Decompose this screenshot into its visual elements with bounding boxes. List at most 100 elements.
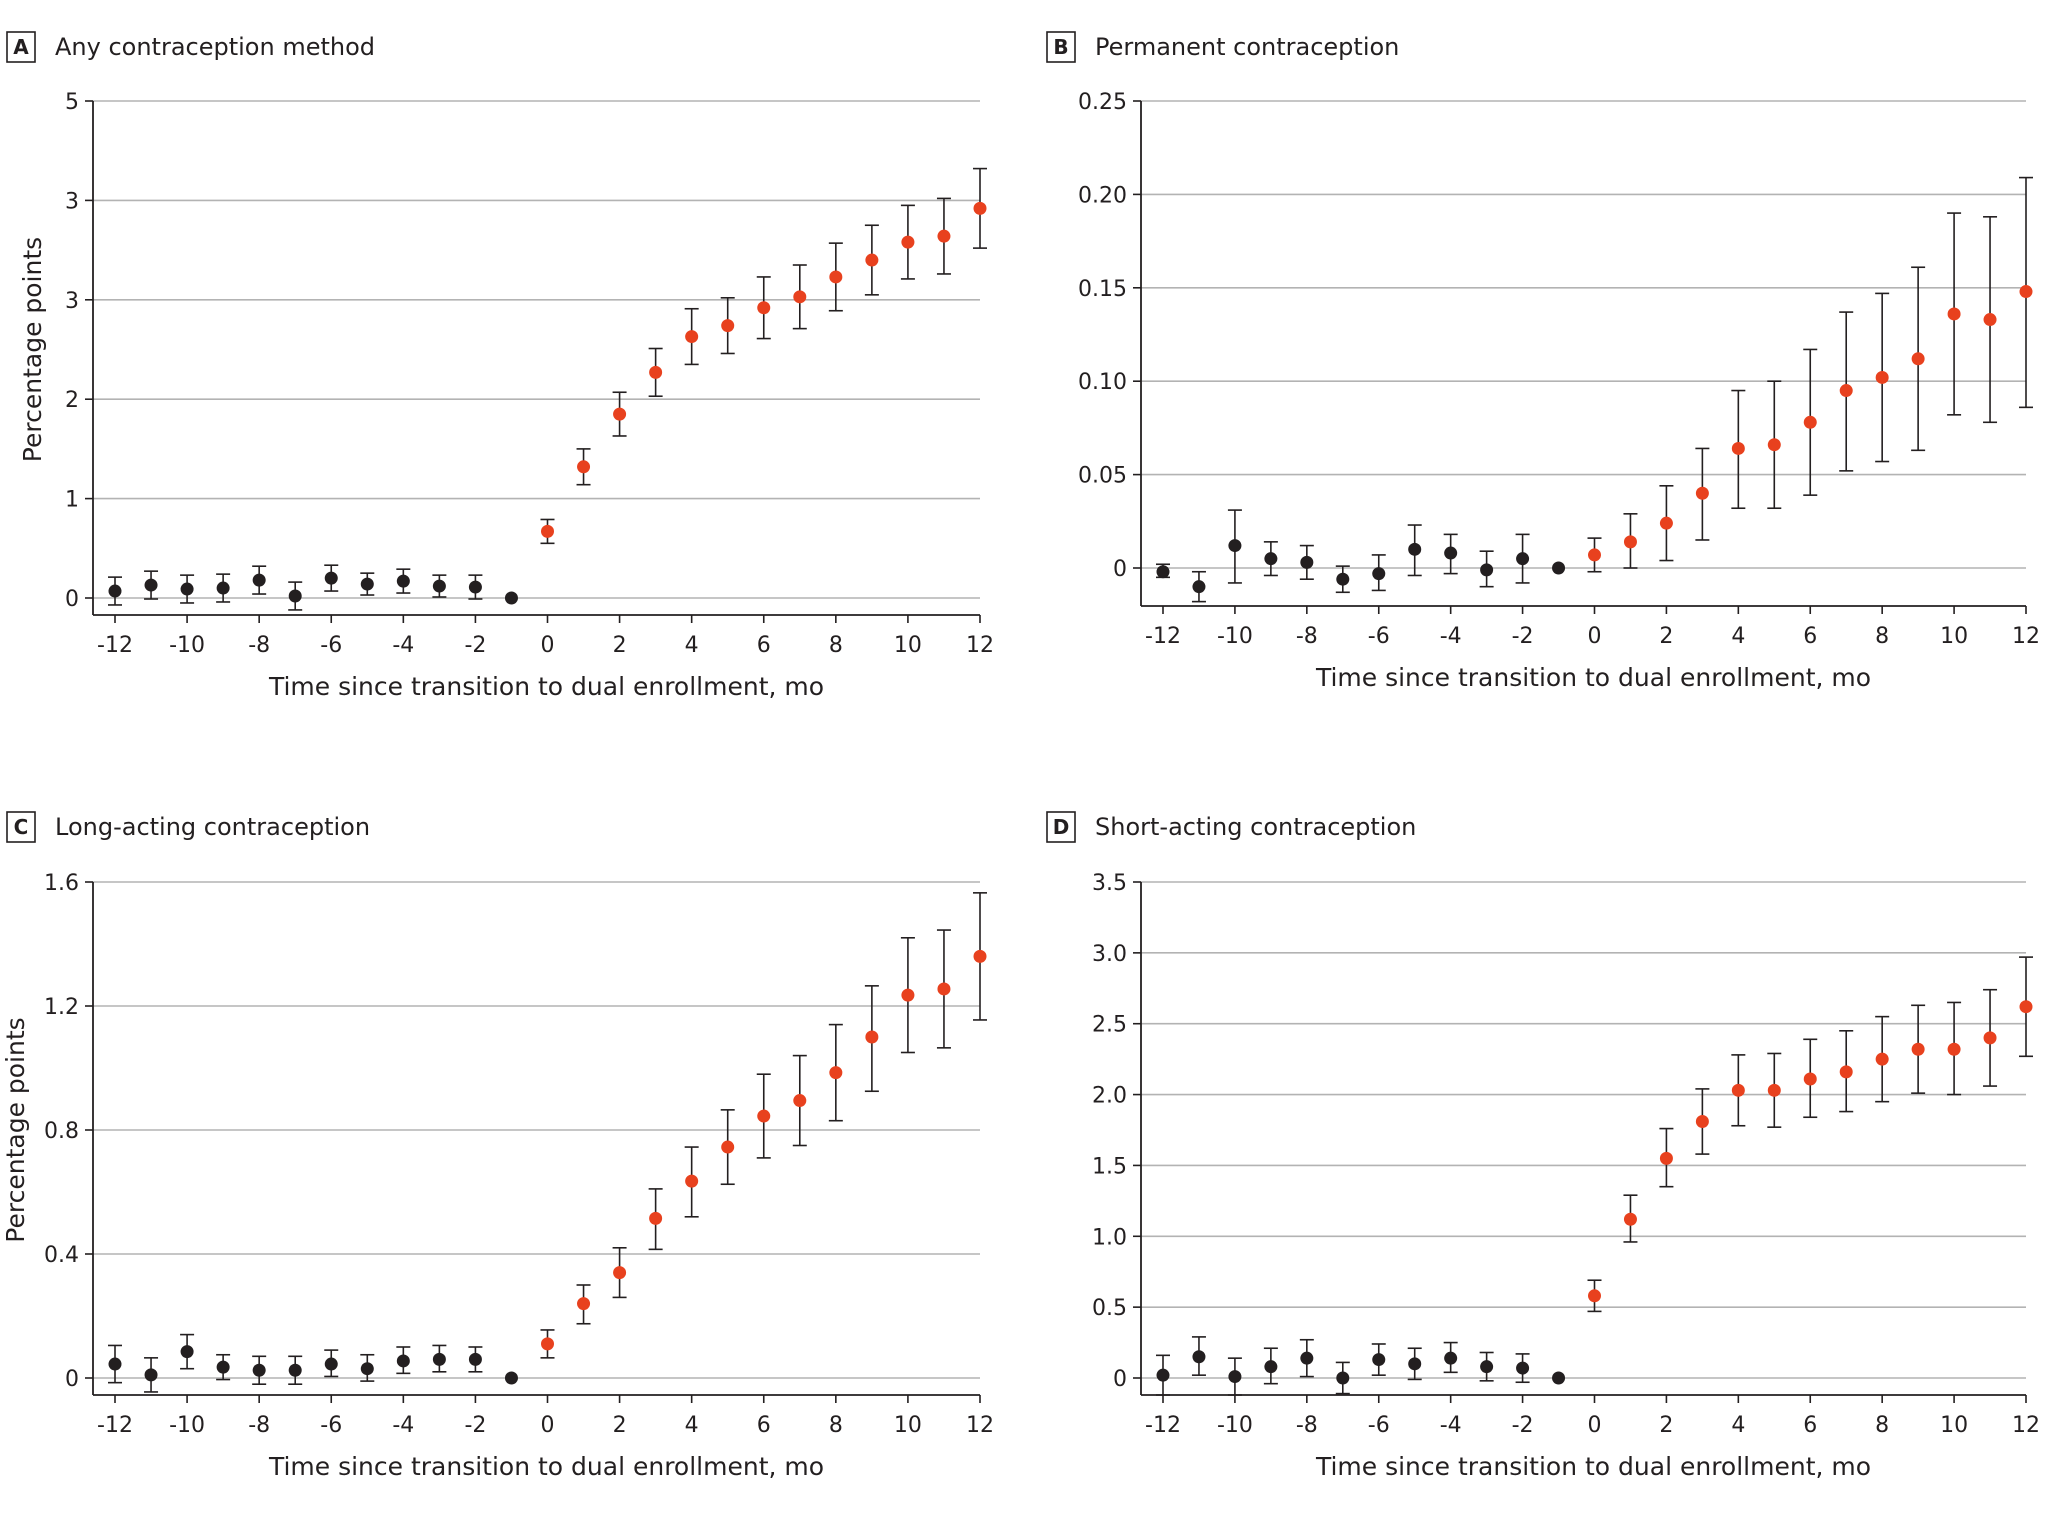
y-axis-label: Percentage points [18, 237, 47, 462]
data-point [901, 235, 915, 249]
x-tick-label: 10 [1940, 1413, 1968, 1438]
x-tick-label: -4 [1440, 624, 1462, 649]
data-point [793, 1094, 807, 1108]
y-tick-label: 0 [65, 587, 79, 612]
data-point [1623, 1212, 1637, 1226]
data-point [396, 1354, 410, 1368]
panel-letter-box [6, 811, 36, 843]
data-point [288, 1363, 302, 1377]
y-tick-label: 0 [1113, 557, 1127, 582]
x-tick-label: 4 [685, 633, 699, 658]
data-point [1264, 552, 1278, 566]
data-point [793, 290, 807, 304]
panel-letter: A [13, 35, 29, 59]
data-point [288, 589, 302, 603]
x-tick-label: -12 [1145, 1413, 1181, 1438]
y-axis-label: Percentage points [1, 1017, 30, 1242]
x-tick-label: 4 [1731, 1413, 1745, 1438]
data-point [252, 1363, 266, 1377]
data-point [901, 988, 915, 1002]
data-point [1623, 535, 1637, 549]
x-tick-label: -2 [1512, 624, 1534, 649]
data-point [1983, 313, 1997, 327]
data-point [1156, 565, 1170, 579]
x-tick-label: -8 [1296, 1413, 1318, 1438]
x-tick-label: 2 [613, 1413, 627, 1438]
data-point [1480, 563, 1494, 577]
data-point [1228, 539, 1242, 553]
x-tick-label: -6 [1368, 1413, 1390, 1438]
data-point [1444, 1351, 1458, 1365]
data-point [180, 1345, 194, 1359]
data-point [504, 591, 518, 605]
data-point [108, 1357, 122, 1371]
panel-letter-box [1046, 31, 1076, 63]
panel-title: Long-acting contraception [55, 813, 370, 841]
data-point [1983, 1031, 1997, 1045]
x-tick-label: 8 [829, 1413, 843, 1438]
data-point [1408, 1357, 1422, 1371]
data-point [1552, 561, 1566, 575]
data-point [1875, 370, 1889, 384]
data-point [1659, 516, 1673, 530]
data-point [577, 1297, 591, 1311]
data-point [1156, 1368, 1170, 1382]
data-point [432, 579, 446, 593]
y-tick-label: 0.25 [1078, 90, 1127, 115]
x-tick-label: 6 [757, 1413, 771, 1438]
panel-b: B Permanent contraception 0 0.05 0.10 0.15 0.2… [1046, 31, 2040, 692]
data-point [1192, 580, 1206, 594]
y-tick-label: 0.4 [44, 1243, 79, 1268]
x-tick-label: 6 [1803, 624, 1817, 649]
data-point [613, 1266, 627, 1280]
data-point [865, 253, 879, 267]
data-point [504, 1371, 518, 1385]
x-tick-label: -12 [1145, 624, 1181, 649]
data-point [1875, 1052, 1889, 1066]
data-point [1372, 1353, 1386, 1367]
x-tick-label: -4 [392, 1413, 414, 1438]
data-point [865, 1030, 879, 1044]
y-tick-label: 0.05 [1078, 464, 1127, 489]
data-point [685, 330, 699, 344]
data-point [1695, 486, 1709, 500]
data-point [216, 1360, 230, 1374]
x-axis-label: Time since transition to dual enrollment… [268, 672, 824, 701]
data-point [1588, 1289, 1601, 1303]
x-tick-label: 8 [1875, 1413, 1889, 1438]
panel-letter: B [1053, 35, 1068, 59]
panel-c: C Long-acting contraception 0 0.4 0.8 1.2 1.6 -… [1, 811, 994, 1481]
x-tick-label: -12 [97, 1413, 133, 1438]
x-tick-label: -2 [464, 633, 486, 658]
x-tick-label: -2 [1512, 1413, 1534, 1438]
y-tick-label: 0 [65, 1367, 79, 1392]
y-tick-label: 0 [1113, 1367, 1127, 1392]
data-point [829, 270, 843, 284]
data-point [1408, 542, 1422, 556]
x-tick-label: 8 [829, 633, 843, 658]
panel-letter-box [1046, 811, 1076, 843]
data-point [1300, 1351, 1314, 1365]
data-point [937, 982, 951, 996]
panel-letter: D [1053, 815, 1070, 839]
y-tick-label: 2 [65, 388, 79, 413]
data-point [324, 1357, 338, 1371]
data-point [252, 573, 266, 587]
data-point [216, 581, 230, 595]
data-point [1695, 1114, 1709, 1128]
y-tick-label: 1.0 [1092, 1225, 1127, 1250]
x-tick-label: 12 [966, 633, 994, 658]
data-point [1516, 1361, 1530, 1375]
y-tick-label: 1.6 [44, 871, 79, 896]
y-tick-label: 5 [65, 90, 79, 115]
x-tick-label: 6 [1803, 1413, 1817, 1438]
x-tick-label: 12 [966, 1413, 994, 1438]
x-axis-label: Time since transition to dual enrollment… [1315, 663, 1871, 692]
data-point [721, 319, 735, 333]
x-tick-label: -8 [1296, 624, 1318, 649]
y-tick-label: 1 [65, 488, 79, 513]
data-point [2019, 1000, 2033, 1014]
data-point [2019, 285, 2033, 299]
data-point [1659, 1151, 1673, 1165]
